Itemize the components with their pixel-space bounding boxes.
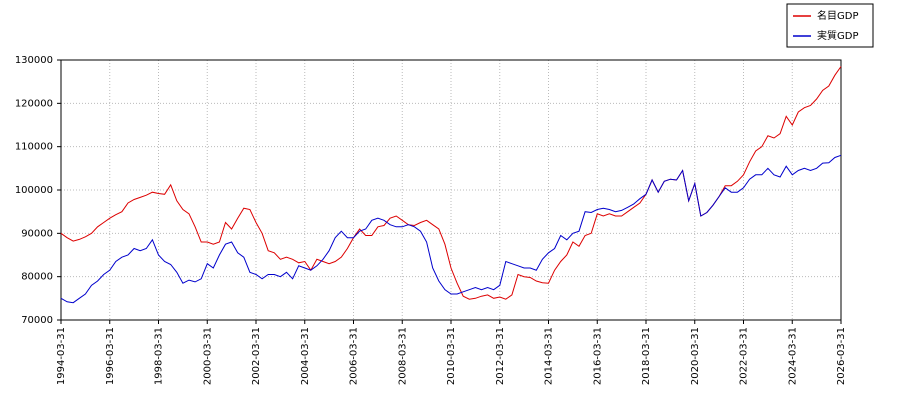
x-tick-label: 2000-03-31	[202, 327, 213, 385]
x-tick-label: 2006-03-31	[349, 327, 360, 385]
y-tick-label: 80000	[21, 272, 53, 283]
legend-label: 名目GDP	[817, 9, 858, 22]
y-tick-label: 70000	[21, 315, 53, 326]
x-tick-label: 2018-03-31	[641, 327, 652, 385]
x-tick-label: 2024-03-31	[787, 327, 798, 385]
y-tick-label: 110000	[15, 142, 53, 153]
y-tick-label: 120000	[15, 98, 53, 109]
x-tick-label: 2014-03-31	[544, 327, 555, 385]
legend-box	[786, 3, 874, 48]
x-tick-label: 2016-03-31	[592, 327, 603, 385]
y-tick-label: 90000	[21, 228, 53, 239]
x-tick-label: 2020-03-31	[690, 327, 701, 385]
x-tick-label: 1998-03-31	[154, 327, 165, 385]
x-tick-label: 2002-03-31	[251, 327, 262, 385]
x-tick-label: 2004-03-31	[300, 327, 311, 385]
x-tick-label: 2022-03-31	[739, 327, 750, 385]
x-tick-label: 1996-03-31	[105, 327, 116, 385]
x-tick-label: 2012-03-31	[495, 327, 506, 385]
x-tick-label: 2008-03-31	[397, 327, 408, 385]
legend-label: 実質GDP	[817, 29, 858, 42]
x-tick-label: 2026-03-31	[836, 327, 847, 385]
plot-frame	[60, 59, 842, 321]
x-tick-label: 2010-03-31	[446, 327, 457, 385]
series-line	[60, 154, 842, 304]
y-tick-label: 130000	[15, 55, 53, 66]
x-tick-label: 1994-03-31	[56, 327, 67, 385]
y-tick-label: 100000	[15, 185, 53, 196]
